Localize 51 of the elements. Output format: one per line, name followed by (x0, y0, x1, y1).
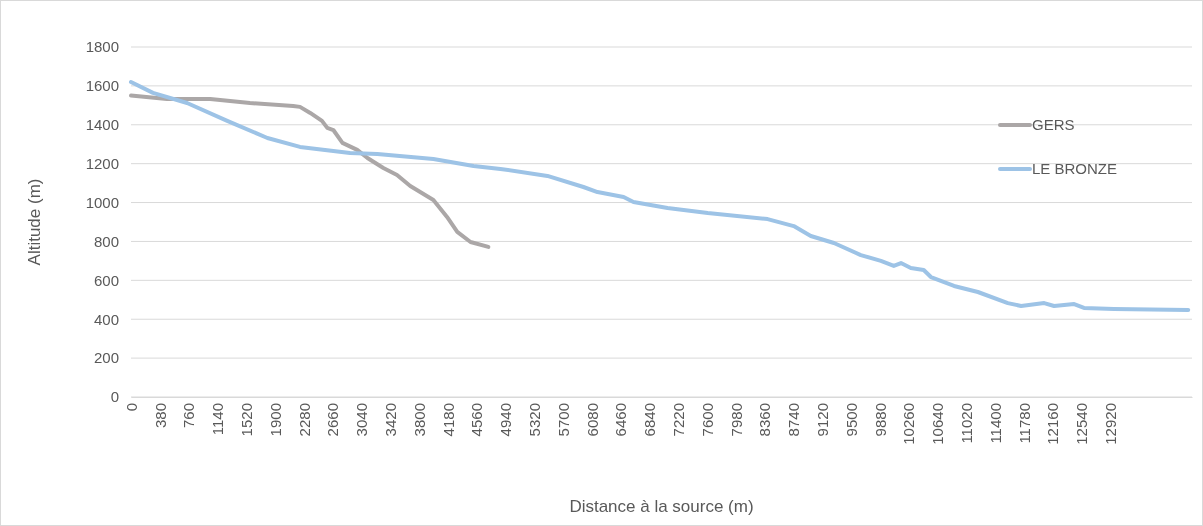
x-tick-label: 4180 (439, 403, 457, 437)
x-tick-label: 11400 (986, 403, 1004, 444)
y-tick-label: 600 (93, 271, 119, 289)
y-tick-label: 1600 (85, 77, 119, 95)
x-tick-label: 7600 (698, 403, 716, 437)
y-tick-label: 1800 (85, 38, 119, 56)
x-tick-label: 2280 (295, 403, 313, 437)
y-tick-label: 0 (110, 388, 119, 406)
x-tick-label: 5320 (525, 403, 543, 437)
legend-label: LE BRONZE (1032, 160, 1118, 178)
x-tick-label: 9500 (842, 403, 860, 437)
x-tick-label: 12540 (1073, 403, 1091, 445)
line-series (129, 80, 1191, 312)
x-tick-label: 12160 (1044, 403, 1062, 445)
x-tick-label: 6460 (612, 403, 630, 437)
line-series (129, 93, 491, 249)
x-tick-label: 10640 (929, 403, 947, 445)
x-tick-label: 3420 (381, 403, 399, 437)
x-tick-label: 6840 (641, 403, 659, 437)
y-axis-title: Altitude (m) (25, 178, 44, 266)
x-tick-label: 2660 (324, 403, 342, 437)
x-tick-label: 3040 (353, 403, 371, 437)
x-tick-label: 11020 (957, 403, 975, 444)
x-tick-label: 7220 (669, 403, 687, 437)
y-tick-label: 1400 (85, 116, 119, 134)
x-tick-label: 1140 (209, 403, 227, 436)
x-tick-label: 9880 (871, 403, 889, 437)
x-tick-label: 1900 (266, 403, 284, 437)
x-tick-label: 5700 (554, 403, 572, 437)
x-tick-label: 380 (151, 403, 169, 429)
y-tick-label: 1200 (85, 154, 119, 172)
x-tick-label: 6080 (583, 403, 601, 437)
x-tick-label: 3800 (410, 403, 428, 437)
x-tick-label: 7980 (727, 403, 745, 437)
x-tick-label: 4940 (497, 403, 515, 437)
x-tick-label: 12920 (1101, 403, 1119, 445)
legend-label: GERS (1032, 116, 1075, 134)
x-tick-label: 11780 (1015, 403, 1033, 444)
y-tick-label: 200 (93, 349, 119, 367)
y-tick-label: 1000 (85, 193, 119, 211)
x-tick-label: 0 (122, 403, 140, 412)
y-tick-label: 400 (93, 310, 119, 328)
y-tick-label: 800 (93, 232, 119, 250)
x-tick-label: 10260 (900, 403, 918, 445)
x-tick-label: 9120 (813, 403, 831, 437)
x-axis-title: Distance à la source (m) (569, 497, 754, 516)
x-tick-label: 8740 (785, 403, 803, 437)
x-tick-label: 1520 (237, 403, 255, 437)
x-tick-label: 760 (180, 403, 198, 429)
x-tick-label: 8360 (756, 403, 774, 437)
x-tick-label: 4560 (468, 403, 486, 437)
